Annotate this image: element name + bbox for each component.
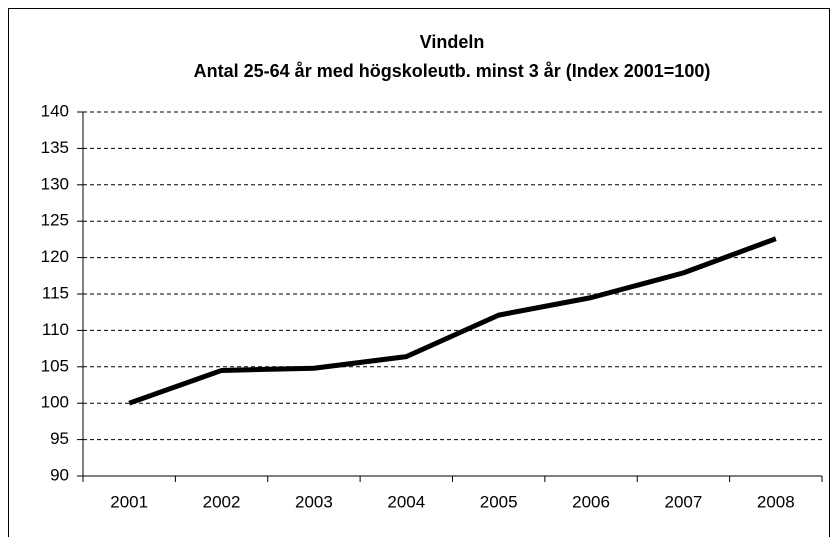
y-tick-label: 125 [41, 211, 69, 230]
x-tick-label: 2001 [110, 492, 148, 511]
x-tick-label: 2003 [295, 492, 333, 511]
chart-border [8, 8, 830, 537]
y-tick-label: 135 [41, 138, 69, 157]
chart-title: Vindeln [420, 32, 485, 52]
y-tick-label: 130 [41, 174, 69, 193]
y-tick-label: 105 [41, 356, 69, 375]
y-tick-label: 115 [42, 283, 69, 302]
y-tick-label: 100 [41, 393, 69, 412]
x-tick-label: 2004 [387, 492, 425, 511]
x-tick-label: 2006 [572, 492, 610, 511]
y-tick-label: 110 [42, 320, 69, 339]
x-tick-label: 2007 [665, 492, 703, 511]
x-tick-label: 2008 [757, 492, 795, 511]
x-tick-label: 2005 [480, 492, 518, 511]
y-tick-label: 95 [50, 429, 69, 448]
y-tick-label: 90 [50, 465, 69, 484]
y-tick-label: 140 [41, 101, 69, 120]
chart-subtitle: Antal 25-64 år med högskoleutb. minst 3 … [194, 61, 711, 81]
data-line [128, 236, 777, 406]
x-tick-label: 2002 [203, 492, 241, 511]
y-tick-label: 120 [41, 247, 69, 266]
